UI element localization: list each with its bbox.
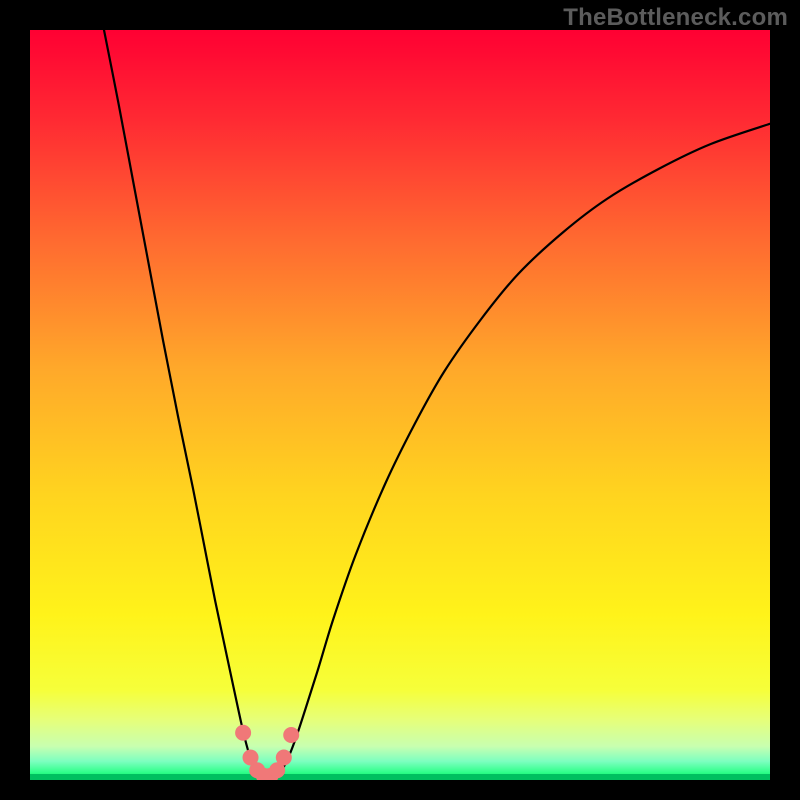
curve-marker <box>284 728 299 743</box>
bottom-green-band <box>30 774 770 780</box>
gradient-background <box>30 30 770 780</box>
watermark-label: TheBottleneck.com <box>563 4 788 32</box>
chart-container: TheBottleneck.com <box>0 0 800 800</box>
curve-marker <box>276 750 291 765</box>
curve-marker <box>236 725 251 740</box>
bottleneck-curve-chart <box>0 0 800 800</box>
